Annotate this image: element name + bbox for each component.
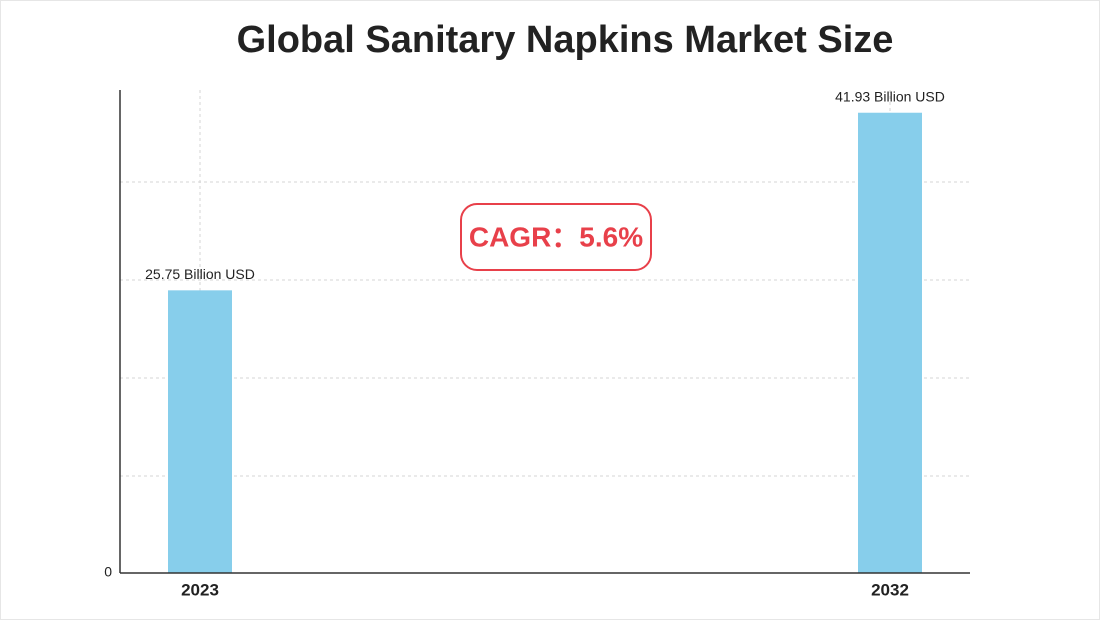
annotation: CAGR：5.6% <box>469 221 643 252</box>
annotation-box <box>460 203 652 271</box>
chart-title: Global Sanitary Napkins Market Size <box>237 19 894 61</box>
x-tick-label: 2032 <box>871 580 909 599</box>
bar <box>168 290 232 573</box>
bar <box>858 112 922 573</box>
value-label: 41.93 Billion USD <box>835 88 945 104</box>
value-label: 25.75 Billion USD <box>145 266 255 282</box>
x-tick-label: 2023 <box>181 580 219 599</box>
y-tick-label: 0 <box>104 564 112 580</box>
guide-lines <box>120 181 970 477</box>
